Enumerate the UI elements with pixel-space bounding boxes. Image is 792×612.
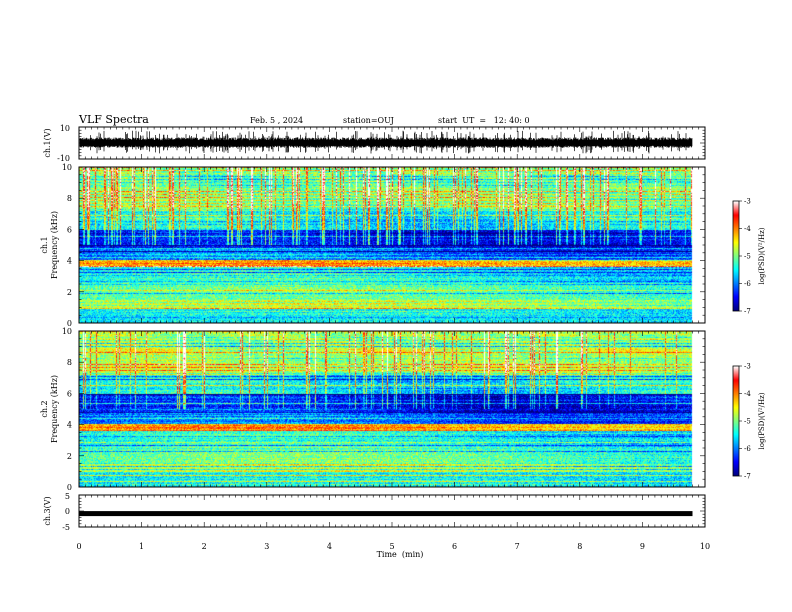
ch1-ytick-0: 0 xyxy=(67,319,72,328)
ch1-waveform-line xyxy=(79,130,693,154)
ch1-ytick-top: 10 xyxy=(60,124,70,133)
ch2-colorbar-tick-label: -3 xyxy=(744,363,751,371)
ch2-colorbar-label: log(PSD)(V²/Hz) xyxy=(758,392,766,449)
ch1-frequency-tick-labels: 0 2 4 6 8 10 xyxy=(62,163,72,328)
ch1-waveform-trace xyxy=(79,130,693,154)
ch2-ytick-4: 4 xyxy=(67,421,72,430)
ch1-ytick-6: 6 xyxy=(67,225,72,234)
figure-header: VLF Spectra Feb. 5 , 2024 station=OUJ st… xyxy=(78,113,530,126)
ch2-ytick-10: 10 xyxy=(62,327,72,336)
time-tick-label-6: 6 xyxy=(452,542,457,551)
time-tick-label-1: 1 xyxy=(139,542,144,551)
ch2-frequency-ylabel: Frequency (kHz) xyxy=(50,375,59,443)
ch2-spectrogram-ticks xyxy=(78,330,706,488)
ch2-spectrogram-ylabel: ch.2 xyxy=(40,400,49,417)
ch2-colorbar-ticks: -3 -4 -5 -6 -7 xyxy=(739,363,751,481)
ch1-ytick-2: 2 xyxy=(67,288,72,297)
ch2-frequency-tick-labels: 0 2 4 6 8 10 xyxy=(62,327,72,492)
ch1-spectrogram-ylabel: ch.1 xyxy=(40,236,49,253)
ch3-waveform-trace xyxy=(79,511,693,517)
header-start-ut: start UT = 12: 40: 0 xyxy=(438,116,530,125)
ch1-ytick-4: 4 xyxy=(67,257,72,266)
ch2-ytick-6: 6 xyxy=(67,389,72,398)
time-tick-label-7: 7 xyxy=(515,542,520,551)
ch1-spectrogram-ticks xyxy=(78,166,706,324)
ch2-ytick-2: 2 xyxy=(67,452,72,461)
ch2-colorbar-tick-label: -5 xyxy=(744,418,751,426)
ch3-waveform-ticks xyxy=(78,494,706,528)
ch3-ytick-bottom: -5 xyxy=(62,523,70,532)
time-tick-label-9: 9 xyxy=(640,542,645,551)
ch2-spectrogram-image xyxy=(79,331,705,487)
time-axis-tick-labels: 0 1 2 3 4 5 6 7 8 9 10 xyxy=(76,542,710,551)
time-tick-label-8: 8 xyxy=(577,542,582,551)
time-tick-label-3: 3 xyxy=(264,542,269,551)
ch1-ytick-8: 8 xyxy=(67,194,72,203)
header-date: Feb. 5 , 2024 xyxy=(250,116,303,125)
header-station: station=OUJ xyxy=(343,116,394,125)
ch1-ytick-10: 10 xyxy=(62,163,72,172)
ch1-ytick-bottom: -10 xyxy=(57,154,70,163)
ch1-frequency-ylabel: Frequency (kHz) xyxy=(50,211,59,279)
ch1-waveform-panel: 10 -10 ch.1(V) xyxy=(43,124,706,163)
ch1-colorbar-tick-label: -5 xyxy=(744,253,751,261)
ch1-colorbar-tick-label: -3 xyxy=(744,198,751,206)
ch3-ytick-top: 5 xyxy=(65,492,70,501)
ch1-colorbar-tick-label: -4 xyxy=(744,225,751,233)
ch2-colorbar xyxy=(733,366,739,476)
time-tick-label-4: 4 xyxy=(327,542,332,551)
time-axis-label: Time (min) xyxy=(377,550,424,559)
ch2-colorbar-tick-label: -6 xyxy=(744,445,751,453)
ch2-colorbar-tick-label: -4 xyxy=(744,390,751,398)
ch3-ytick-mid: 0 xyxy=(65,507,70,516)
ch3-waveform-panel: 5 0 -5 ch.3(V) xyxy=(43,492,706,532)
ch1-waveform-ticks xyxy=(78,126,706,160)
ch2-colorbar-tick-label: -7 xyxy=(744,473,751,481)
ch1-colorbar xyxy=(733,201,739,311)
time-tick-label-2: 2 xyxy=(202,542,207,551)
ch1-colorbar-tick-label: -7 xyxy=(744,308,751,316)
ch2-ytick-0: 0 xyxy=(67,483,72,492)
time-tick-label-10: 10 xyxy=(700,542,710,551)
ch1-spectrogram-image xyxy=(79,167,705,323)
ch2-ytick-8: 8 xyxy=(67,358,72,367)
ch1-waveform-ylabel: ch.1(V) xyxy=(43,128,52,157)
time-tick-label-0: 0 xyxy=(76,542,81,551)
figure-title: VLF Spectra xyxy=(78,113,149,126)
ch1-colorbar-label: log(PSD)(V²/Hz) xyxy=(758,227,766,284)
time-tick-label-5: 5 xyxy=(389,542,394,551)
ch1-colorbar-ticks: -3 -4 -5 -6 -7 xyxy=(739,198,751,316)
ch1-colorbar-tick-label: -6 xyxy=(744,280,751,288)
ch3-waveform-ylabel: ch.3(V) xyxy=(43,496,52,525)
